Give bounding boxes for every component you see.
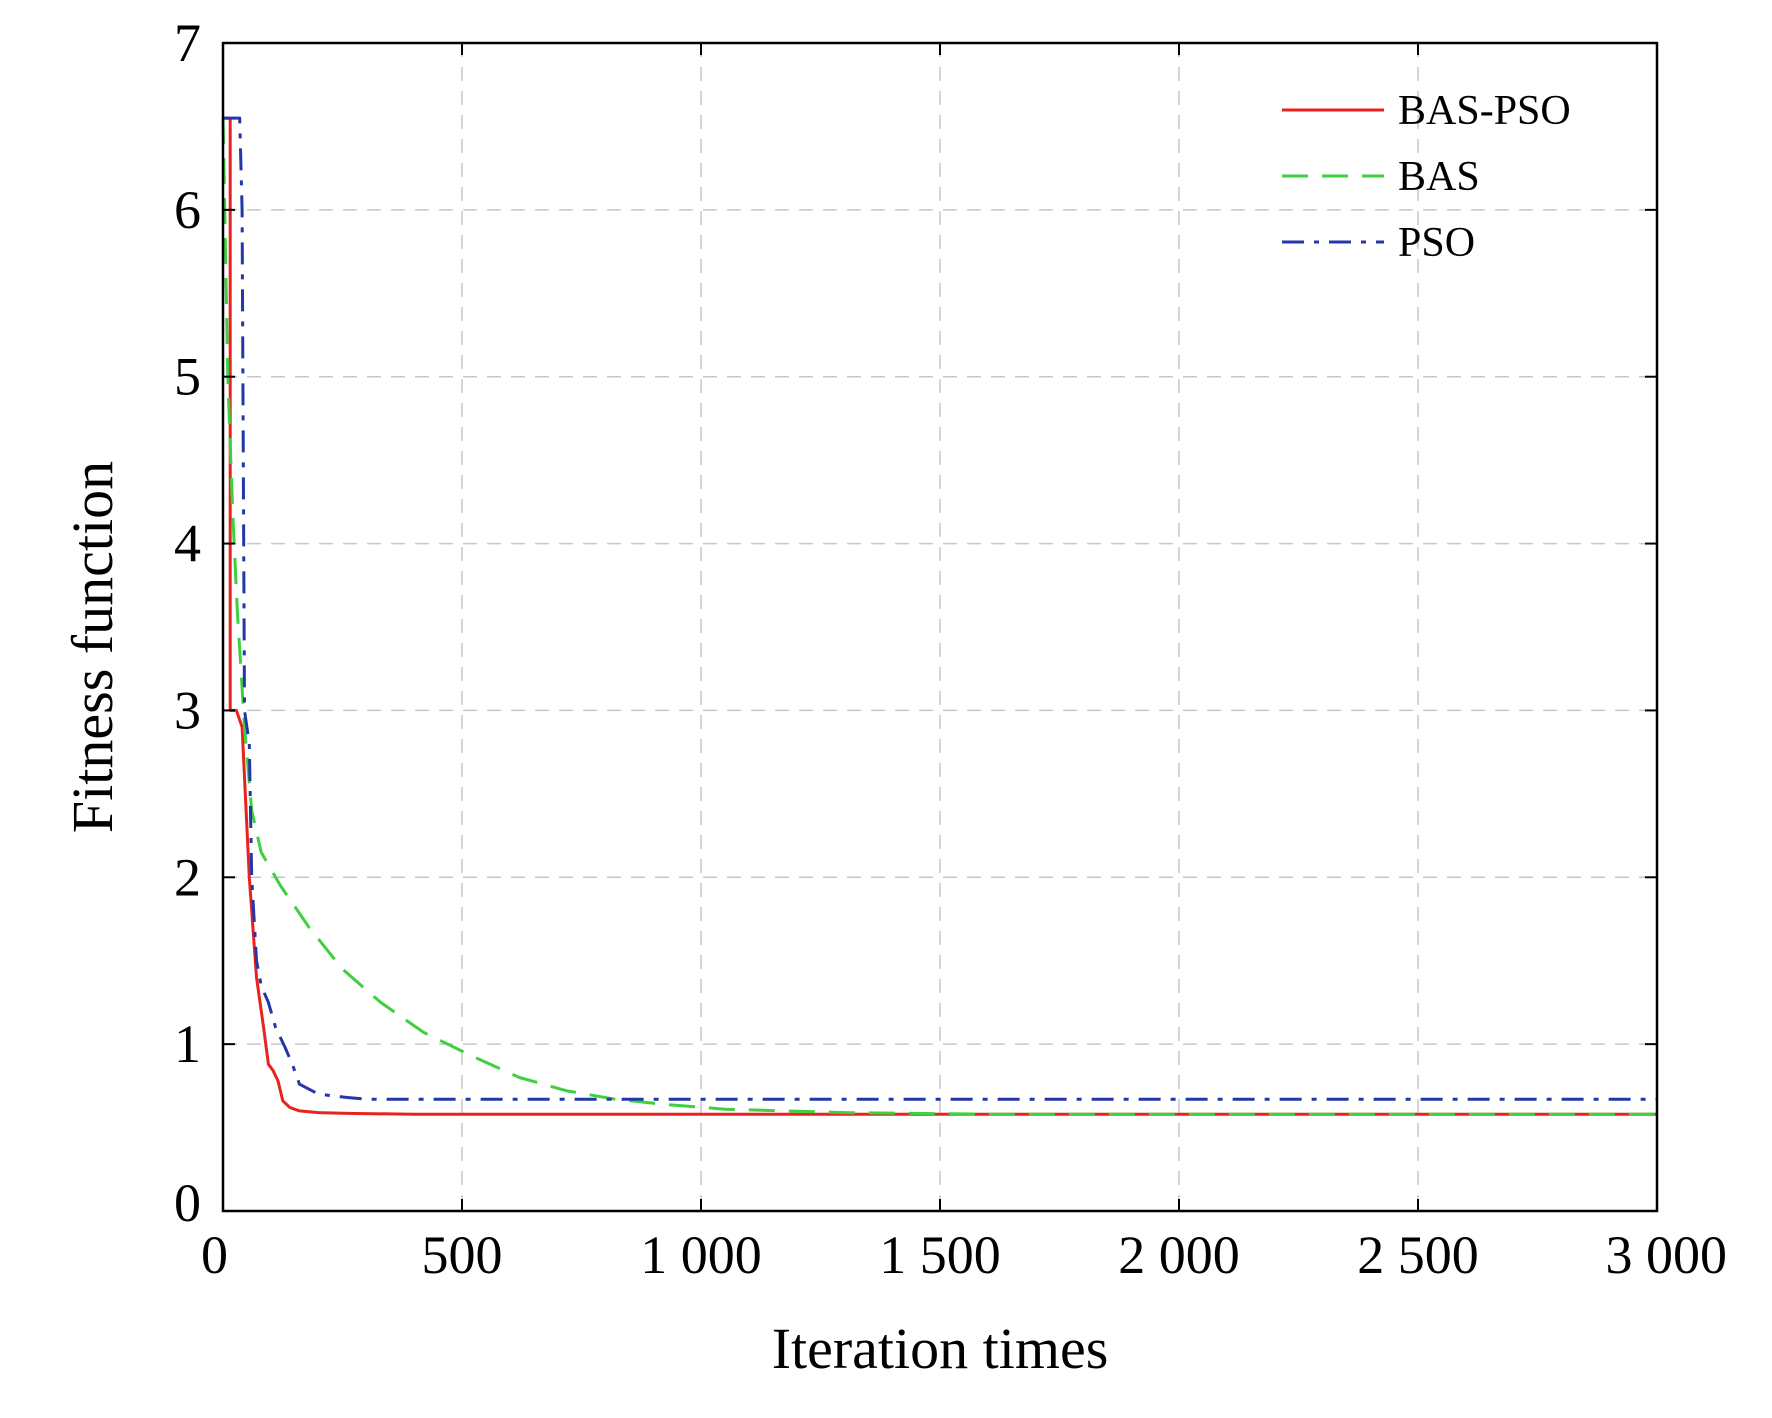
x-tick-label: 500 (422, 1225, 503, 1285)
y-tick-label: 3 (174, 680, 201, 740)
y-axis-title: Fitness function (60, 461, 125, 833)
series-line-bas-pso (223, 116, 1657, 1116)
legend-label: BAS (1398, 154, 1480, 200)
legend-label: PSO (1398, 220, 1475, 266)
x-tick-label: 1 000 (640, 1225, 762, 1285)
y-tick-label: 4 (174, 514, 201, 574)
legend: BAS-PSO BAS PSO (1282, 88, 1571, 266)
axis-ticks: 0 500 1 000 1 500 2 000 2 500 3 000 0 1 2 3 4 5 6 7 (174, 13, 1727, 1285)
legend-label: BAS-PSO (1398, 88, 1571, 134)
series-line-pso (223, 116, 1657, 1101)
y-tick-label: 1 (174, 1014, 201, 1074)
x-tick-label: 3 000 (1606, 1225, 1728, 1285)
x-tick-label: 0 (201, 1225, 228, 1285)
y-tick-label: 5 (174, 347, 201, 407)
y-tick-label: 0 (174, 1173, 201, 1233)
x-tick-label: 2 500 (1357, 1225, 1479, 1285)
series-lines (221, 116, 1657, 1116)
y-tick-label: 6 (174, 180, 201, 240)
grid (223, 43, 1657, 1211)
x-tick-label: 2 000 (1118, 1225, 1240, 1285)
x-axis-title: Iteration times (772, 1316, 1109, 1381)
x-tick-label: 1 500 (879, 1225, 1001, 1285)
y-tick-label: 2 (174, 847, 201, 907)
y-tick-label: 7 (174, 13, 201, 73)
